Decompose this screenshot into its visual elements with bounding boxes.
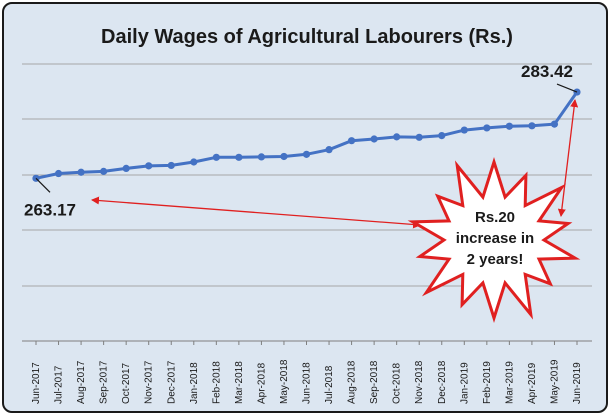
data-point: [100, 167, 108, 175]
x-tick-label: Aug-2017: [76, 360, 87, 404]
data-point: [460, 126, 468, 134]
x-tick-label: Oct-2018: [392, 362, 403, 404]
data-point: [167, 161, 175, 170]
data-point: [550, 120, 559, 128]
x-tick-label: Jul-2017: [54, 365, 65, 404]
x-tick-label: Jan-2018: [189, 362, 200, 404]
data-point: [212, 153, 220, 161]
data-point: [280, 152, 288, 161]
data-point: [145, 162, 153, 170]
data-point: [438, 131, 446, 140]
data-point: [528, 122, 536, 130]
data-point: [347, 137, 356, 145]
chart-svg: Daily Wages of Agricultural Labourers (R…: [22, 26, 592, 404]
data-point: [370, 135, 378, 143]
chart-title: Daily Wages of Agricultural Labourers (R…: [101, 26, 513, 48]
vertical-arrow: [557, 99, 579, 217]
chart-frame: Daily Wages of Agricultural Labourers (R…: [2, 2, 608, 413]
callout-line-3: 2 years!: [467, 251, 524, 268]
x-tick-label: Mar-2019: [504, 361, 515, 404]
x-tick-label: Oct-2017: [121, 362, 132, 404]
data-point: [393, 133, 401, 141]
x-tick-label: Sep-2017: [99, 360, 110, 404]
data-point: [54, 169, 63, 178]
data-point: [483, 124, 491, 132]
data-point: [302, 150, 311, 158]
x-tick-label: Apr-2018: [256, 362, 267, 404]
data-point: [325, 146, 333, 154]
data-points: [32, 88, 581, 182]
x-tick-label: Dec-2018: [437, 360, 448, 404]
data-point: [505, 122, 513, 130]
x-tick-label: May-2018: [279, 359, 290, 404]
data-point: [235, 153, 243, 161]
starburst-callout: [407, 157, 581, 323]
x-tick-label: May-2019: [549, 359, 560, 404]
x-tick-label: Nov-2018: [414, 360, 425, 404]
x-tick-label: Jun-2019: [572, 362, 583, 404]
x-tick-label: Aug-2018: [347, 360, 358, 404]
x-tick-label: Jun-2017: [31, 362, 42, 404]
x-tick-label: Mar-2018: [234, 361, 245, 404]
x-tick-label: Jun-2018: [302, 362, 313, 404]
end-value-leader: [556, 83, 578, 93]
start-value-leader: [35, 177, 51, 193]
x-tick-label: Dec-2017: [166, 360, 177, 404]
callout-line-2: increase in: [456, 230, 534, 247]
x-tick-labels: Jun-2017 Jul-2017 Aug-2017 Sep-2017 Oct-2017…: [31, 341, 583, 404]
data-point: [190, 158, 198, 166]
data-point: [77, 168, 85, 176]
x-tick-label: Jul-2018: [324, 365, 335, 404]
callout-line-1: Rs.20: [475, 209, 515, 226]
start-value-label: 263.17: [24, 200, 76, 219]
x-tick-label: Apr-2019: [527, 362, 538, 404]
x-tick-label: Feb-2018: [211, 361, 222, 404]
x-tick-label: Jan-2019: [459, 362, 470, 404]
horizontal-arrow: [91, 196, 421, 229]
data-point: [415, 133, 423, 141]
data-point: [257, 153, 266, 161]
x-tick-label: Nov-2017: [144, 360, 155, 404]
x-tick-label: Sep-2018: [369, 360, 380, 404]
x-tick-label: Feb-2019: [482, 361, 493, 404]
end-value-label: 283.42: [521, 62, 573, 81]
data-point: [122, 164, 130, 173]
